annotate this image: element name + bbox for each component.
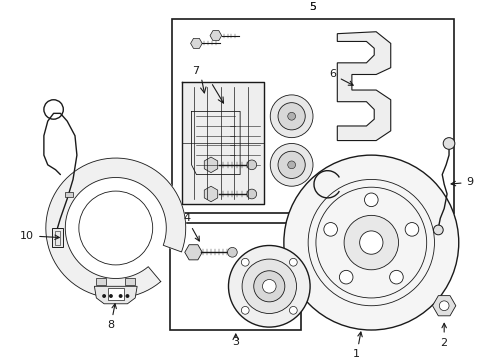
Circle shape — [443, 138, 455, 149]
Circle shape — [288, 112, 295, 120]
Circle shape — [242, 259, 296, 314]
Circle shape — [270, 144, 313, 186]
Circle shape — [365, 193, 378, 207]
Circle shape — [290, 306, 297, 314]
Circle shape — [79, 191, 153, 265]
Bar — [97, 278, 106, 285]
Circle shape — [227, 247, 237, 257]
Bar — [170, 223, 301, 330]
Circle shape — [228, 246, 310, 327]
Bar — [172, 19, 454, 213]
Circle shape — [242, 306, 249, 314]
Circle shape — [278, 151, 305, 179]
Text: 5: 5 — [310, 2, 317, 12]
Text: 7: 7 — [192, 66, 199, 76]
Circle shape — [247, 189, 257, 199]
Circle shape — [263, 279, 276, 293]
Bar — [51, 228, 63, 247]
Text: 4: 4 — [183, 213, 199, 241]
Circle shape — [288, 161, 295, 169]
Polygon shape — [95, 286, 137, 304]
Circle shape — [109, 294, 113, 298]
Circle shape — [247, 160, 257, 170]
Circle shape — [434, 225, 443, 235]
Circle shape — [324, 222, 338, 236]
Circle shape — [119, 294, 122, 298]
Text: 9: 9 — [451, 177, 474, 187]
Polygon shape — [337, 32, 391, 140]
Polygon shape — [182, 82, 265, 204]
Circle shape — [254, 271, 285, 302]
Circle shape — [242, 258, 249, 266]
Circle shape — [440, 301, 449, 311]
Bar — [65, 192, 73, 197]
Polygon shape — [225, 121, 265, 179]
Polygon shape — [192, 111, 240, 175]
Bar — [125, 278, 135, 285]
Circle shape — [102, 294, 106, 298]
Circle shape — [125, 294, 129, 298]
Circle shape — [278, 103, 305, 130]
Circle shape — [390, 270, 403, 284]
Text: 1: 1 — [353, 332, 362, 359]
Circle shape — [290, 258, 297, 266]
Bar — [54, 231, 60, 244]
Circle shape — [270, 95, 313, 138]
Circle shape — [405, 222, 419, 236]
Text: 5: 5 — [310, 2, 317, 12]
Polygon shape — [46, 158, 186, 298]
Text: 3: 3 — [232, 337, 239, 347]
Circle shape — [340, 270, 353, 284]
Text: 2: 2 — [441, 323, 448, 348]
Circle shape — [360, 231, 383, 254]
Text: 8: 8 — [107, 304, 116, 330]
Text: 6: 6 — [329, 69, 353, 85]
Bar — [108, 288, 123, 300]
Circle shape — [344, 215, 398, 270]
Text: 10: 10 — [20, 231, 59, 241]
Circle shape — [284, 155, 459, 330]
